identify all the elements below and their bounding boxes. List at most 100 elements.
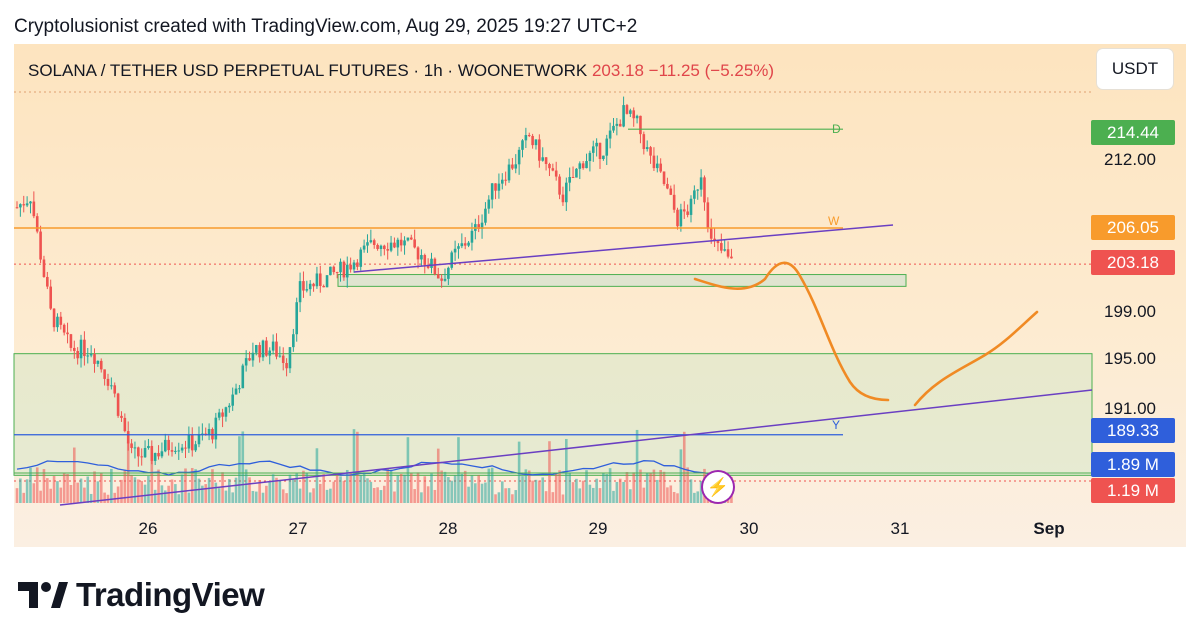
rising-trendline-upper [353, 224, 894, 273]
volume-bar [676, 493, 679, 503]
volume-bar [372, 487, 376, 503]
volume-bar [426, 486, 430, 503]
tradingview-brand: TradingView [76, 576, 265, 613]
volume-bar [207, 477, 211, 503]
volume-bar [143, 484, 147, 503]
candle-body [534, 139, 538, 146]
candle-body [521, 140, 524, 150]
candle-body [265, 340, 268, 356]
candle-body [480, 222, 484, 229]
symbol-title: SOLANA / TETHER USD PERPETUAL FUTURES · … [28, 61, 774, 81]
volume-bar [635, 429, 639, 503]
volume-bar [89, 493, 93, 503]
candle-body [258, 345, 261, 358]
candle-body [19, 204, 22, 208]
candle-body [153, 452, 157, 461]
candle-body [672, 194, 676, 210]
candle-body [591, 146, 595, 153]
candle-body [554, 170, 558, 177]
footer: TradingView [18, 576, 265, 614]
volume-bar [190, 467, 194, 503]
volume-bar [551, 492, 555, 503]
volume-bar [386, 468, 389, 503]
candle-body [15, 207, 19, 209]
volume-bar [409, 472, 413, 503]
volume-bar [602, 473, 605, 503]
candle-body [194, 444, 197, 451]
volume-bar [147, 476, 150, 503]
candle-body [49, 286, 52, 309]
price-axis-label: 195.00 [1104, 349, 1156, 368]
candle-body [366, 242, 369, 246]
candle-body [376, 244, 379, 249]
volume-bar [35, 467, 39, 503]
candle-body [548, 164, 551, 169]
volume-bar [504, 488, 507, 503]
tradingview-logo-icon [18, 582, 68, 608]
candle-body [709, 228, 713, 239]
candle-body [163, 439, 167, 452]
volume-bar [406, 437, 410, 503]
candle-body [447, 267, 450, 279]
x-tick-label: 27 [288, 519, 308, 538]
candle-body [308, 283, 312, 290]
volume-bar [157, 469, 160, 503]
candle-body [288, 347, 292, 369]
volume-bar [595, 478, 598, 503]
candle-body [325, 275, 329, 288]
candle-body [659, 163, 662, 172]
level-d-label: D [832, 122, 841, 136]
candle-body [319, 273, 322, 286]
candle-body [197, 434, 201, 445]
volume-bar [474, 483, 477, 503]
overlays-layer: D W Y [14, 122, 1093, 506]
candle-body [470, 230, 474, 243]
currency-button[interactable]: USDT [1097, 49, 1173, 89]
candle-body [507, 164, 511, 181]
volume-bar [224, 490, 228, 503]
candle-body [716, 240, 720, 244]
volume-bar [25, 479, 29, 503]
candle-body [312, 283, 315, 287]
volume-bar [72, 447, 76, 503]
last-price: 203.18 [591, 61, 644, 80]
candle-body [32, 201, 36, 217]
projection-path-down [693, 261, 890, 402]
volume-bar [440, 470, 443, 503]
candle-body [251, 352, 255, 361]
volume-bar [420, 492, 423, 503]
volume-bar [342, 480, 346, 503]
candle-body [42, 259, 46, 277]
volume-bar [659, 469, 662, 503]
volume-bar [332, 481, 336, 503]
volume-bar [62, 473, 66, 503]
volume-bar [261, 492, 265, 503]
volume-bar [96, 481, 100, 503]
volume-bar [568, 473, 571, 503]
volume-bar [228, 479, 231, 503]
volume-bar [554, 472, 558, 503]
symbol-name: SOLANA / TETHER USD PERPETUAL FUTURES · … [28, 61, 588, 80]
candle-body [335, 272, 339, 274]
volume-bar [662, 471, 666, 503]
candle-body [116, 393, 120, 416]
candle-body [538, 139, 541, 161]
candle-body [686, 211, 689, 215]
candle-body [110, 385, 113, 387]
candle-body [22, 204, 26, 206]
price-tag-d-level: 214.44 [1091, 120, 1175, 145]
demand-zone [337, 274, 907, 287]
volume-bar [484, 482, 487, 503]
volume-bar [339, 476, 342, 503]
candle-body [565, 182, 568, 203]
candle-body [413, 239, 416, 248]
lightning-bolt-icon[interactable]: ⚡ [703, 472, 733, 502]
candle-body [29, 201, 32, 204]
candle-body [713, 238, 716, 241]
candle-body [241, 365, 245, 389]
candle-body [25, 203, 29, 206]
candles-layer [15, 96, 733, 467]
volume-bar [59, 487, 63, 503]
candle-body [79, 339, 83, 359]
